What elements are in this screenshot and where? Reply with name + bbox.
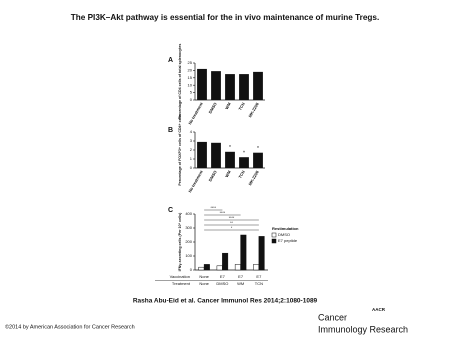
bar: [222, 252, 229, 271]
y-tick-label: 0: [190, 165, 193, 170]
y-tick-label: 20: [188, 67, 193, 72]
bar: [225, 74, 235, 100]
x-tick-label: TCN: [255, 281, 263, 286]
x-tick-label: E7: [256, 274, 262, 279]
bar: [253, 152, 263, 168]
y-tick-label: 15: [188, 75, 193, 80]
significance: *: [229, 145, 231, 151]
bar: [239, 74, 249, 100]
x-tick-label: E7: [220, 274, 226, 279]
x-tick-label: DMSO: [207, 102, 217, 115]
y-axis-label: Percentage of CD4 cells of total splenoc…: [178, 44, 182, 120]
x-tick-label: WM: [224, 101, 232, 110]
x-tick-label: TCN: [237, 101, 245, 111]
y-tick-label: 1: [190, 156, 193, 161]
y-tick-label: 0: [190, 267, 193, 272]
y-tick-label: 200: [185, 239, 192, 244]
row-label: Vaccination: [170, 274, 190, 279]
legend-label: E7 peptide: [278, 238, 298, 243]
bar: [225, 151, 235, 168]
x-tick-label: E7: [238, 274, 244, 279]
bar: [197, 68, 207, 100]
x-tick-label: No treatment: [187, 101, 204, 125]
panel-label: C: [168, 207, 173, 214]
x-tick-label: None: [199, 281, 209, 286]
x-tick-label: MK-2206: [247, 101, 260, 118]
x-tick-label: TCN: [237, 169, 245, 179]
panel-label: B: [168, 127, 173, 134]
x-tick-label: No treatment: [187, 169, 204, 193]
copyright: ©2014 by American Association for Cancer…: [5, 323, 135, 330]
legend-swatch: [271, 232, 277, 238]
x-tick-label: DMSO: [207, 170, 217, 183]
significance: *: [231, 226, 233, 230]
significance: ****: [229, 216, 235, 220]
y-tick-label: 400: [185, 211, 192, 216]
logo-line: Immunology Research: [318, 324, 408, 334]
citation: Rasha Abu-Eid et al. Cancer Immunol Res …: [133, 298, 318, 305]
x-tick-label: DMSO: [216, 281, 228, 286]
x-tick-label: WM: [224, 169, 232, 178]
bar: [258, 236, 265, 271]
bar: [211, 142, 221, 168]
y-tick-label: 5: [190, 90, 193, 95]
significance: *: [243, 151, 245, 157]
bar: [211, 71, 221, 100]
significance: **: [230, 221, 233, 225]
bar: [253, 264, 260, 271]
significance: ****: [220, 211, 226, 215]
y-tick-label: 2: [190, 147, 193, 152]
x-tick-label: MK-2206: [247, 169, 260, 186]
y-axis-label: Percentage of FOXP3+ cells of CD4+ cells: [178, 114, 182, 185]
y-axis-label: IFNγ-secreting cells (Per 10⁶ cells): [178, 212, 182, 272]
logo-line: Cancer: [318, 312, 347, 322]
y-tick-label: 4: [190, 129, 193, 134]
bar: [203, 264, 210, 271]
panel-label: A: [168, 57, 173, 64]
x-tick-label: WM: [237, 281, 244, 286]
y-tick-label: 300: [185, 225, 192, 230]
bar: [240, 234, 247, 271]
legend-swatch: [271, 238, 277, 244]
bar: [216, 265, 223, 271]
y-tick-label: 25: [188, 60, 193, 65]
row-label: Treatment: [172, 281, 191, 286]
bar: [253, 71, 263, 100]
legend-title: Restimulation: [272, 226, 299, 231]
logo-mark: AACR: [372, 307, 386, 312]
legend-label: DMSO: [278, 232, 290, 237]
y-tick-label: 0: [190, 97, 193, 102]
bar: [197, 141, 207, 168]
y-tick-label: 3: [190, 138, 193, 143]
bar: [198, 266, 205, 271]
y-tick-label: 10: [188, 82, 193, 87]
significance: *: [257, 146, 259, 152]
bar: [239, 157, 249, 168]
x-tick-label: None: [199, 274, 209, 279]
bar: [234, 264, 241, 271]
y-tick-label: 100: [185, 253, 192, 258]
slide-title: The PI3K–Akt pathway is essential for th…: [71, 13, 379, 22]
significance: ****: [211, 206, 217, 210]
